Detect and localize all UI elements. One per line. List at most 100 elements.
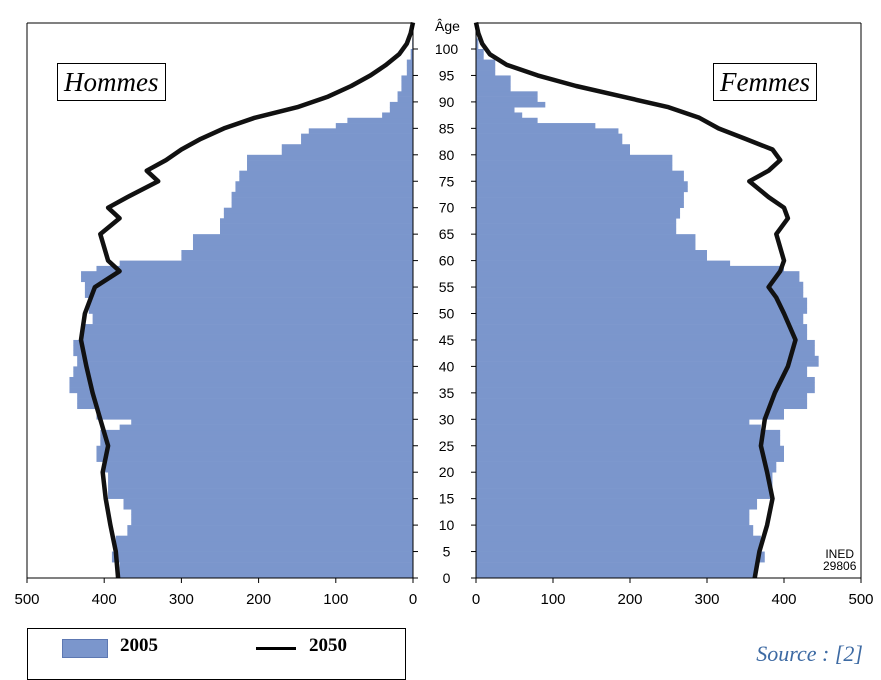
bar-hommes-age-72 bbox=[231, 191, 413, 198]
bar-hommes-age-48 bbox=[92, 318, 414, 325]
source-note: Source : [2] bbox=[756, 641, 863, 666]
bar-femmes-age-43 bbox=[476, 345, 815, 351]
bar-femmes-age-30 bbox=[476, 414, 784, 420]
bar-hommes-age-20 bbox=[104, 466, 413, 473]
bar-femmes-age-81 bbox=[476, 144, 630, 150]
bar-hommes-age-35 bbox=[69, 387, 414, 394]
legend-swatch-2005 bbox=[62, 639, 108, 658]
age-tick-label-0: 0 bbox=[443, 570, 451, 586]
bar-femmes-age-91 bbox=[476, 91, 538, 97]
bar-femmes-age-66 bbox=[476, 223, 677, 230]
bar-femmes-age-1 bbox=[476, 567, 758, 574]
bar-femmes-age-69 bbox=[476, 207, 681, 214]
x-tick-label-femmes-0: 0 bbox=[472, 591, 480, 608]
bar-hommes-age-38 bbox=[73, 371, 413, 378]
bar-femmes-age-37 bbox=[476, 376, 815, 383]
bar-hommes-age-24 bbox=[96, 445, 413, 452]
bar-hommes-age-66 bbox=[220, 223, 413, 230]
bar-femmes-age-35 bbox=[476, 387, 815, 394]
bar-femmes-age-52 bbox=[476, 297, 808, 304]
bar-femmes-age-58 bbox=[476, 265, 784, 272]
x-tick-label-femmes-300: 300 bbox=[694, 591, 719, 608]
bar-hommes-age-47 bbox=[81, 324, 413, 330]
bar-femmes-age-8 bbox=[476, 530, 754, 536]
bar-hommes-age-52 bbox=[88, 297, 413, 304]
bar-hommes-age-97 bbox=[406, 59, 413, 66]
bar-femmes-age-24 bbox=[476, 445, 784, 452]
bar-hommes-age-78 bbox=[247, 160, 413, 166]
bar-femmes-age-38 bbox=[476, 371, 808, 378]
bar-femmes-age-78 bbox=[476, 160, 673, 166]
age-tick-label-95: 95 bbox=[439, 67, 455, 83]
bar-femmes-age-21 bbox=[476, 461, 777, 468]
bar-femmes-age-33 bbox=[476, 398, 808, 404]
legend-label-2005: 2005 bbox=[120, 635, 158, 656]
bar-hommes-age-69 bbox=[223, 207, 413, 214]
bar-hommes-age-77 bbox=[247, 165, 413, 171]
bar-femmes-age-88 bbox=[476, 107, 515, 113]
bar-femmes-age-61 bbox=[476, 250, 707, 256]
bar-hommes-age-8 bbox=[127, 530, 414, 536]
bar-hommes-age-81 bbox=[281, 144, 413, 150]
femmes-2005-bars bbox=[476, 33, 819, 579]
hommes-panel-label: Hommes bbox=[57, 63, 166, 101]
bar-hommes-age-49 bbox=[92, 313, 414, 320]
bar-hommes-age-23 bbox=[96, 451, 413, 457]
age-tick-label-50: 50 bbox=[439, 306, 455, 322]
bar-hommes-age-82 bbox=[301, 138, 413, 145]
x-tick-label-hommes-400: 400 bbox=[92, 591, 117, 608]
bar-hommes-age-56 bbox=[81, 276, 413, 283]
bar-femmes-age-55 bbox=[476, 281, 804, 288]
bar-femmes-age-47 bbox=[476, 324, 808, 330]
bar-femmes-age-44 bbox=[476, 339, 815, 346]
bar-femmes-age-97 bbox=[476, 59, 496, 66]
bar-hommes-age-65 bbox=[220, 228, 413, 235]
bar-hommes-age-70 bbox=[231, 202, 413, 208]
bar-hommes-age-99 bbox=[410, 49, 413, 55]
bar-hommes-age-25 bbox=[100, 440, 413, 447]
x-tick-label-hommes-300: 300 bbox=[169, 591, 194, 608]
bar-femmes-age-36 bbox=[476, 382, 815, 388]
bar-hommes-age-22 bbox=[96, 456, 413, 462]
bar-femmes-age-59 bbox=[476, 260, 731, 267]
x-tick-label-hommes-100: 100 bbox=[323, 591, 348, 608]
age-tick-label-10: 10 bbox=[439, 517, 455, 533]
age-axis-ticks: 0 5 10 15 20 25 30 35 40 45 50 55 60 65 70 75 80 85 90 95 10… bbox=[413, 18, 476, 586]
bar-hommes-age-0 bbox=[119, 572, 413, 579]
bar-femmes-age-95 bbox=[476, 70, 496, 76]
bar-femmes-age-85 bbox=[476, 123, 596, 129]
bar-hommes-age-59 bbox=[119, 260, 413, 267]
x-tick-label-femmes-400: 400 bbox=[771, 591, 796, 608]
bar-hommes-age-84 bbox=[308, 128, 413, 134]
bar-femmes-age-101 bbox=[476, 38, 479, 45]
bar-femmes-age-60 bbox=[476, 255, 707, 261]
femmes-2050-line bbox=[473, 22, 798, 579]
legend-label-2050: 2050 bbox=[309, 635, 347, 656]
bar-hommes-age-15 bbox=[108, 493, 413, 499]
bar-femmes-age-19 bbox=[476, 472, 773, 478]
bar-femmes-age-65 bbox=[476, 228, 677, 235]
bar-femmes-age-72 bbox=[476, 191, 684, 198]
bar-hommes-age-33 bbox=[77, 398, 414, 404]
bar-femmes-age-92 bbox=[476, 86, 511, 92]
bar-femmes-age-29 bbox=[476, 419, 750, 425]
bar-hommes-age-43 bbox=[73, 345, 413, 351]
bar-hommes-age-73 bbox=[235, 186, 413, 193]
bar-hommes-age-94 bbox=[401, 75, 413, 82]
bar-hommes-age-87 bbox=[382, 112, 413, 119]
bar-hommes-age-44 bbox=[73, 339, 413, 346]
bar-femmes-age-93 bbox=[476, 80, 511, 87]
bar-hommes-age-6 bbox=[115, 540, 413, 547]
bar-hommes-age-14 bbox=[123, 498, 413, 505]
bar-femmes-age-54 bbox=[476, 287, 804, 293]
bar-femmes-age-31 bbox=[476, 408, 784, 415]
femmes-axis-frame bbox=[475, 23, 862, 579]
bar-femmes-age-0 bbox=[476, 572, 758, 579]
bar-femmes-age-12 bbox=[476, 509, 750, 515]
bar-hommes-age-21 bbox=[104, 461, 413, 468]
x-tick-label-femmes-100: 100 bbox=[540, 591, 565, 608]
bar-femmes-age-80 bbox=[476, 149, 630, 156]
bar-hommes-age-30 bbox=[96, 414, 413, 420]
bar-femmes-age-18 bbox=[476, 477, 773, 484]
